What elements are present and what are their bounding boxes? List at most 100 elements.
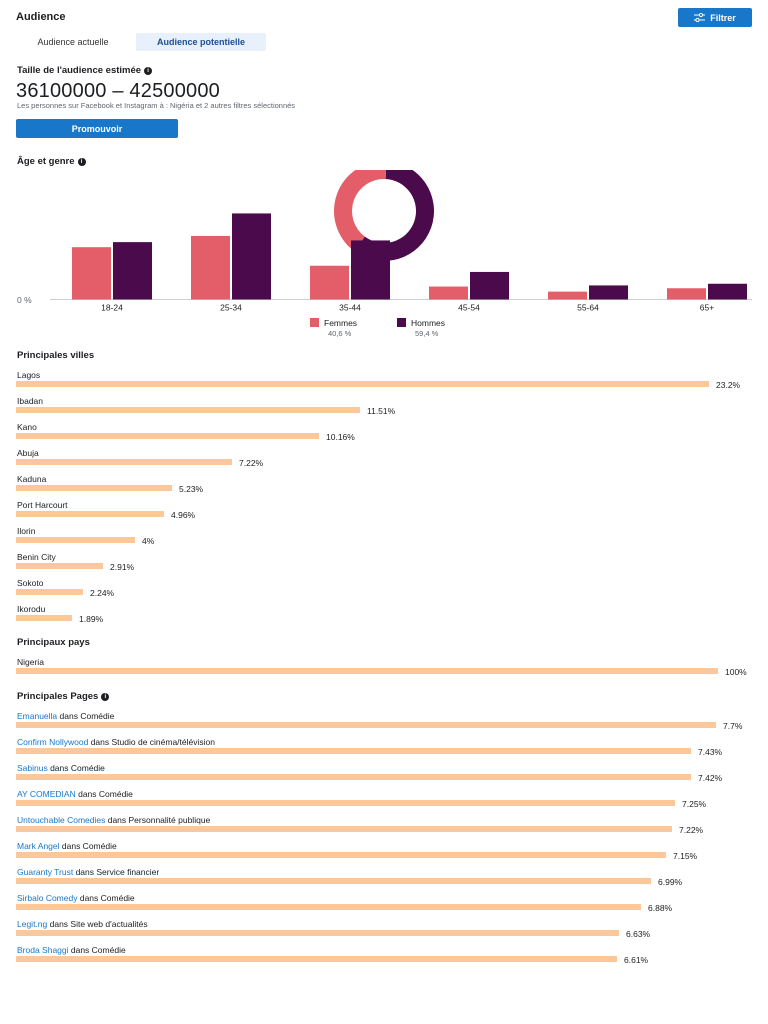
legend-hommes-swatch [397, 318, 406, 327]
page-percent: 6.63% [626, 929, 651, 939]
city-label: Ilorin [17, 526, 36, 536]
x-tick-label: 35-44 [339, 303, 361, 313]
legend-hommes-value: 59,4 % [415, 329, 439, 338]
city-label: Benin City [17, 552, 56, 562]
city-percent: 2.24% [90, 588, 115, 598]
page-link[interactable]: AY COMEDIAN [17, 789, 76, 799]
city-label: Lagos [17, 370, 41, 380]
audience-description: Les personnes sur Facebook et Instagram … [17, 101, 296, 110]
tab-potential-audience[interactable]: Audience potentielle [136, 33, 266, 51]
page-bar [16, 956, 617, 962]
page-link[interactable]: Confirm Nollywood [17, 737, 89, 747]
promote-button[interactable]: Promouvoir [16, 119, 178, 138]
x-tick-label: 45-54 [458, 303, 480, 313]
page-bar [16, 748, 691, 754]
page-bar [16, 852, 666, 858]
age-gender-title-text: Âge et genre [17, 156, 75, 167]
page-category: dans Personnalité publique [105, 815, 211, 825]
filter-button-label: Filtrer [710, 12, 736, 23]
x-tick-label: 55-64 [577, 303, 599, 313]
page-percent: 6.61% [624, 955, 649, 965]
page-percent: 7.25% [682, 799, 707, 809]
page-label: Legit.ng dans Site web d'actualités [17, 919, 148, 929]
city-label: Kaduna [17, 474, 47, 484]
city-percent: 10.16% [326, 432, 355, 442]
city-percent: 2.91% [110, 562, 135, 572]
page-bar [16, 722, 716, 728]
page-category: dans Comédie [59, 841, 117, 851]
bar-femmes-45-54 [429, 286, 468, 300]
filter-button[interactable]: Filtrer [678, 8, 752, 27]
bar-femmes-18-24 [72, 247, 111, 300]
page-label: Confirm Nollywood dans Studio de cinéma/… [17, 737, 215, 747]
donut-slice-femmes [333, 170, 387, 252]
city-bar [16, 589, 83, 595]
page-link[interactable]: Sirbalo Comedy [17, 893, 78, 903]
info-icon[interactable]: i [101, 693, 110, 701]
tab-current-audience[interactable]: Audience actuelle [37, 37, 109, 47]
audience-size-range: 36100000 – 42500000 [16, 80, 221, 102]
city-label: Sokoto [17, 578, 44, 588]
city-bar [16, 459, 232, 465]
page-label: Emanuella dans Comédie [17, 711, 114, 721]
city-bar [16, 511, 164, 517]
page-label: Guaranty Trust dans Service financier [17, 867, 159, 877]
age-gender-title: Âge et genre i [17, 156, 86, 167]
city-percent: 23.2% [716, 380, 741, 390]
page-category: dans Service financier [73, 867, 160, 877]
page-link[interactable]: Sabinus [17, 763, 48, 773]
info-icon[interactable]: i [144, 67, 153, 75]
country-label: Nigeria [17, 657, 44, 667]
city-bar [16, 433, 319, 439]
audience-size-title-text: Taille de l'audience estimée [17, 65, 142, 76]
legend-femmes-swatch [310, 318, 319, 327]
country-percent: 100% [725, 667, 747, 677]
legend-femmes-value: 40,6 % [328, 329, 352, 338]
city-percent: 11.51% [367, 406, 396, 416]
page-percent: 7.22% [679, 825, 704, 835]
legend-hommes: Hommes [397, 318, 445, 328]
page-bar [16, 904, 641, 910]
x-tick-label: 18-24 [101, 303, 123, 313]
page-percent: 7.42% [698, 773, 723, 783]
cities-title: Principales villes [17, 350, 95, 361]
page-bar [16, 800, 675, 806]
y-axis-zero-label: 0 % [17, 295, 32, 305]
info-icon[interactable]: i [77, 158, 86, 166]
bar-hommes-45-54 [470, 271, 509, 300]
pages-title: Principales Pages i [17, 691, 110, 702]
age-gender-chart: 18-24 25-34 35-44 45-54 55-64 65+ [50, 170, 752, 313]
pages-title-text: Principales Pages [17, 691, 99, 702]
page-title: Audience [16, 11, 66, 23]
bar-hommes-35-44 [351, 240, 390, 300]
page-link[interactable]: Emanuella [17, 711, 58, 721]
page-link[interactable]: Untouchable Comedies [17, 815, 106, 825]
city-percent: 1.89% [79, 614, 104, 624]
page-percent: 7.7% [723, 721, 743, 731]
bar-femmes-65+ [667, 288, 706, 300]
page-bar [16, 930, 619, 936]
legend-hommes-label: Hommes [411, 318, 446, 328]
bar-femmes-25-34 [191, 235, 230, 300]
city-percent: 7.22% [239, 458, 264, 468]
country-bar [16, 668, 718, 674]
page-label: Sirbalo Comedy dans Comédie [17, 893, 135, 903]
bar-hommes-18-24 [113, 242, 152, 300]
page-bar [16, 774, 691, 780]
page-link[interactable]: Legit.ng [17, 919, 48, 929]
page-link[interactable]: Guaranty Trust [17, 867, 74, 877]
page-percent: 6.99% [658, 877, 683, 887]
x-tick-label: 25-34 [220, 303, 242, 313]
city-label: Ikorodu [17, 604, 46, 614]
page-category: dans Comédie [75, 789, 133, 799]
city-bar [16, 381, 709, 387]
page-link[interactable]: Broda Shaggi [17, 945, 69, 955]
countries-title: Principaux pays [17, 637, 90, 648]
page-label: AY COMEDIAN dans Comédie [17, 789, 133, 799]
city-bar [16, 407, 360, 413]
city-label: Ibadan [17, 396, 43, 406]
city-bar [16, 615, 72, 621]
page-label: Untouchable Comedies dans Personnalité p… [17, 815, 210, 825]
bar-hommes-25-34 [232, 213, 271, 300]
page-link[interactable]: Mark Angel [17, 841, 60, 851]
